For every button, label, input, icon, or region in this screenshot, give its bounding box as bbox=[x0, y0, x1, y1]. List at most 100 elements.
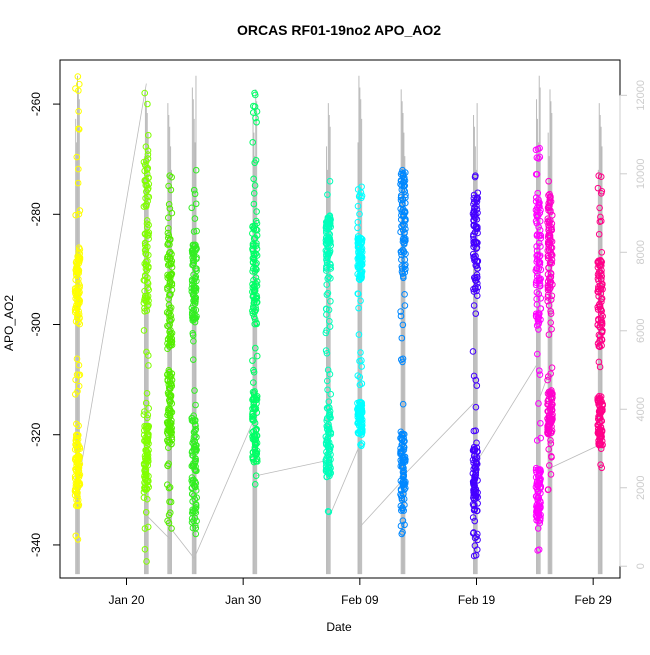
data-point bbox=[323, 466, 331, 473]
data-point bbox=[192, 166, 200, 174]
data-point bbox=[191, 190, 199, 198]
data-point bbox=[594, 275, 602, 282]
data-point bbox=[71, 475, 79, 483]
data-point bbox=[323, 264, 330, 272]
data-point bbox=[192, 483, 199, 491]
data-point bbox=[545, 238, 552, 246]
data-point bbox=[145, 446, 152, 454]
data-point bbox=[76, 80, 83, 88]
data-point bbox=[327, 443, 335, 450]
data-point bbox=[547, 273, 555, 281]
data-point bbox=[166, 278, 174, 286]
data-point bbox=[165, 405, 172, 412]
data-point bbox=[597, 316, 605, 324]
data-point bbox=[595, 441, 603, 449]
data-point bbox=[193, 517, 200, 525]
data-point bbox=[251, 103, 259, 110]
data-point bbox=[535, 155, 542, 162]
data-point bbox=[545, 446, 553, 453]
y-axis-label: APO_AO2 bbox=[2, 295, 16, 351]
data-point bbox=[141, 89, 149, 97]
data-point bbox=[327, 414, 334, 422]
data-point bbox=[470, 492, 478, 499]
data-point bbox=[166, 273, 173, 281]
data-point bbox=[355, 304, 362, 312]
data-point bbox=[143, 157, 150, 165]
data-point bbox=[143, 451, 151, 458]
data-point bbox=[141, 177, 149, 185]
data-point bbox=[142, 250, 150, 258]
data-point bbox=[190, 433, 198, 441]
data-point bbox=[545, 207, 552, 214]
data-point bbox=[142, 272, 149, 280]
data-point bbox=[323, 377, 331, 385]
data-point bbox=[74, 453, 82, 461]
y-tick-label: -320 bbox=[29, 422, 43, 446]
data-point bbox=[595, 317, 602, 324]
data-point bbox=[547, 440, 555, 447]
data-point bbox=[190, 462, 198, 470]
data-point bbox=[470, 372, 478, 380]
data-point bbox=[72, 259, 80, 266]
data-point bbox=[75, 502, 82, 510]
data-point bbox=[534, 206, 541, 214]
data-point bbox=[470, 239, 478, 247]
data-point bbox=[472, 223, 480, 231]
data-point bbox=[473, 287, 480, 295]
data-point bbox=[357, 441, 364, 448]
data-point bbox=[72, 85, 79, 92]
x-tick-label: Feb 19 bbox=[458, 593, 496, 607]
altitude-traces bbox=[75, 75, 603, 575]
data-point bbox=[472, 376, 480, 384]
data-point bbox=[73, 446, 81, 453]
data-point bbox=[470, 465, 477, 473]
data-point bbox=[250, 175, 257, 183]
data-point bbox=[535, 223, 542, 231]
data-point bbox=[356, 381, 364, 389]
data-point bbox=[76, 299, 83, 307]
data-point bbox=[189, 331, 197, 339]
data-point bbox=[190, 356, 197, 363]
data-point bbox=[142, 194, 149, 202]
altitude-transit-line bbox=[254, 459, 329, 477]
data-point bbox=[547, 310, 555, 317]
data-point bbox=[546, 415, 553, 422]
data-point bbox=[74, 431, 82, 439]
data-point bbox=[251, 234, 259, 242]
data-point bbox=[192, 200, 200, 208]
data-point bbox=[74, 445, 82, 453]
data-point bbox=[470, 222, 478, 229]
data-point bbox=[537, 243, 544, 250]
data-point bbox=[597, 213, 604, 221]
data-point bbox=[533, 219, 541, 227]
data-point bbox=[322, 347, 330, 354]
data-point bbox=[325, 428, 332, 436]
data-point bbox=[548, 396, 556, 404]
data-point bbox=[399, 504, 406, 512]
data-point bbox=[191, 242, 198, 250]
data-point bbox=[324, 289, 332, 297]
data-point bbox=[250, 226, 258, 233]
data-point bbox=[145, 221, 152, 229]
data-point bbox=[327, 297, 334, 305]
data-point bbox=[354, 224, 361, 232]
data-point bbox=[166, 509, 174, 517]
data-point bbox=[165, 519, 173, 527]
data-point bbox=[322, 267, 330, 274]
y2-tick-label: 10000 bbox=[635, 159, 647, 190]
data-point bbox=[143, 220, 151, 227]
data-point bbox=[191, 284, 198, 292]
data-point bbox=[544, 293, 552, 301]
data-point bbox=[471, 228, 479, 236]
data-point bbox=[598, 327, 606, 335]
data-point bbox=[164, 420, 171, 427]
data-point bbox=[165, 282, 173, 290]
data-point bbox=[250, 200, 258, 208]
data-point bbox=[252, 426, 260, 433]
data-point bbox=[536, 371, 544, 379]
data-point bbox=[144, 430, 151, 438]
data-point bbox=[167, 317, 174, 325]
data-point bbox=[473, 546, 481, 553]
data-point bbox=[400, 484, 407, 491]
